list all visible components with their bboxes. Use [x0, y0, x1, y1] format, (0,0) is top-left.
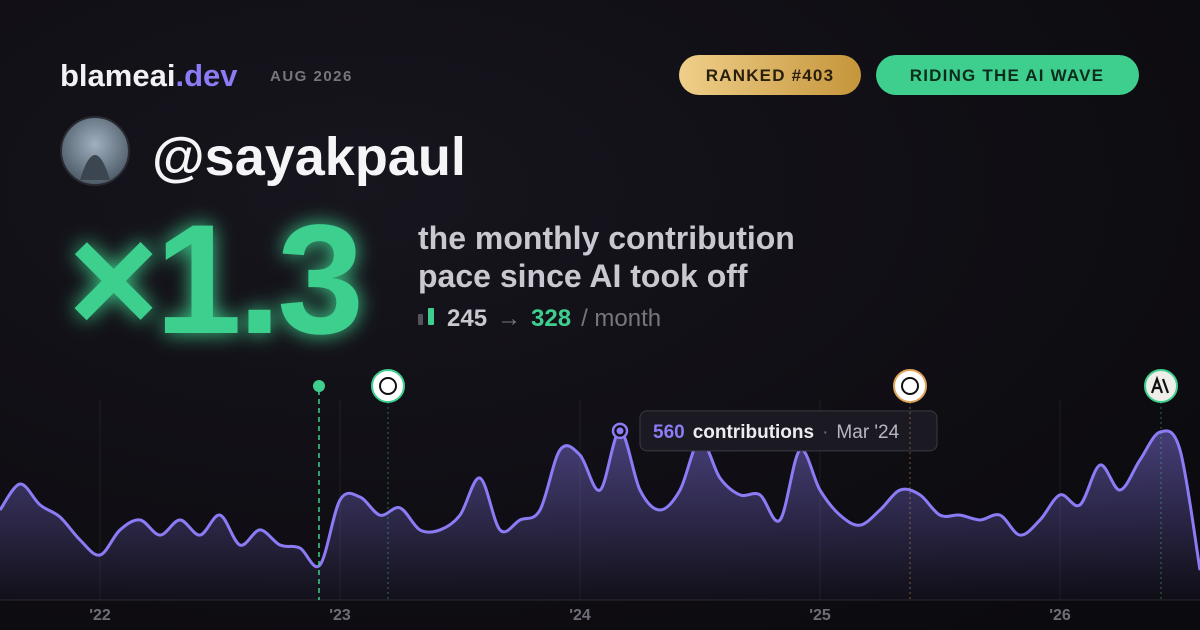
event-icon [893, 369, 927, 403]
tooltip-value: 560 [653, 422, 685, 443]
brand: blameai.dev [60, 58, 238, 93]
unit: / month [581, 305, 661, 332]
x-tick-label: '25 [809, 607, 831, 624]
badge [679, 55, 861, 95]
stat: 245 → 328 / month [447, 305, 661, 332]
x-tick-label: '23 [329, 607, 351, 624]
multiplier: ×1.3 [68, 193, 360, 367]
brand-suffix: .dev [175, 58, 238, 93]
badge-label: RANKED #403 [706, 66, 834, 85]
stat-icon [428, 308, 434, 325]
event-dot [313, 380, 325, 392]
highlight-core [616, 427, 624, 435]
tooltip-text: 560 contributions · Mar '24 [653, 422, 900, 443]
chart: '22 '23 '24 '25 '26 560 contributions · Mar '24 [0, 400, 1200, 624]
arrow: → [497, 305, 521, 332]
event-icon [371, 369, 405, 403]
handle: @sayakpaul [152, 127, 466, 187]
badge-label: RIDING THE AI WAVE [910, 66, 1104, 85]
tooltip-label: contributions [693, 422, 814, 443]
event-icon [379, 377, 397, 395]
stat-icon [418, 314, 423, 325]
x-tick-label: '26 [1049, 607, 1071, 624]
area [0, 430, 1200, 600]
events [313, 369, 1178, 600]
before: 245 [447, 305, 487, 332]
badge [876, 55, 1139, 95]
event-icon [901, 377, 919, 395]
tooltip-separator: · [822, 422, 828, 443]
tooltip: 560 contributions · Mar '24 [639, 410, 938, 452]
event-icon [1150, 375, 1170, 394]
subtitle: pace since AI took off [418, 258, 748, 294]
subtitle: the monthly contribution [418, 220, 795, 256]
x-tick-label: '22 [89, 607, 111, 624]
tooltip-date: Mar '24 [836, 422, 899, 443]
tooltip-box [639, 410, 938, 452]
after: 328 [531, 305, 571, 332]
avatar [60, 116, 130, 186]
line [0, 429, 1200, 571]
avatar-figure [80, 155, 110, 180]
event-icon [1144, 369, 1178, 403]
x-tick-label: '24 [569, 607, 591, 624]
brand-name: blameai [60, 58, 175, 93]
date: AUG 2026 [270, 68, 353, 85]
